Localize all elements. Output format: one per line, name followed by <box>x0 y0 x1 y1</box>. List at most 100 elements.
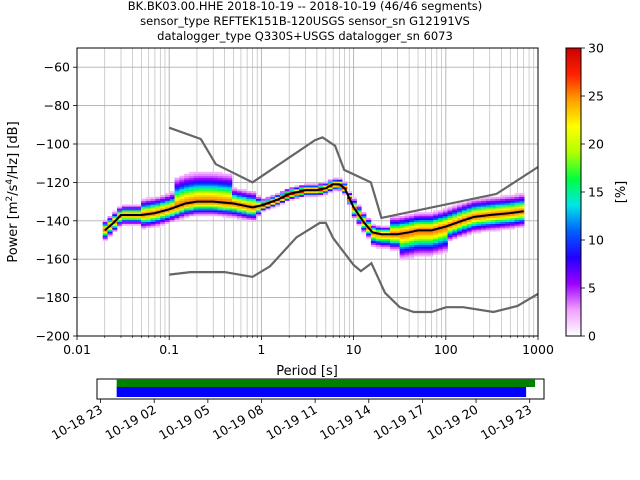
heatmap-cell <box>509 196 515 199</box>
heatmap-cell <box>471 212 477 215</box>
heatmap-cell <box>184 216 190 219</box>
heatmap-cell <box>390 239 396 242</box>
heatmap-cell <box>121 206 127 209</box>
heatmap-cell <box>452 208 458 211</box>
heatmap-cell <box>174 200 180 203</box>
heatmap-cell <box>121 204 127 207</box>
heatmap-cell <box>217 177 223 180</box>
heatmap-cell <box>179 212 185 215</box>
heatmap-cell <box>212 196 218 199</box>
heatmap-cell <box>150 202 156 205</box>
heatmap-cell <box>232 208 238 211</box>
x-tick-label: 100 <box>434 342 458 357</box>
heatmap-cell <box>423 248 429 251</box>
heatmap-cell <box>481 223 487 226</box>
heatmap-cell <box>414 219 420 222</box>
heatmap-cell <box>481 229 487 232</box>
heatmap-cell <box>409 240 415 244</box>
heatmap-cell <box>227 194 233 197</box>
heatmap-cell <box>217 175 223 178</box>
heatmap-cell <box>466 212 472 215</box>
heatmap-cell <box>174 208 180 211</box>
heatmap-cell <box>466 227 472 230</box>
heatmap-cell <box>452 225 458 228</box>
heatmap-cell <box>212 214 218 217</box>
heatmap-cell <box>471 219 477 222</box>
heatmap-cell <box>461 225 467 228</box>
heatmap-cell <box>303 187 309 190</box>
heatmap-cell <box>145 217 151 221</box>
heatmap-cell <box>485 204 491 207</box>
heatmap-cell <box>126 208 132 211</box>
heatmap-cell <box>505 214 511 217</box>
heatmap-cell <box>519 216 525 219</box>
heatmap-cell <box>255 210 262 213</box>
heatmap-cell <box>409 221 415 224</box>
heatmap-cell <box>418 237 424 240</box>
heatmap-cell <box>222 204 228 207</box>
heatmap-cell <box>404 239 410 242</box>
heatmap-cell <box>160 223 166 226</box>
heatmap-cell <box>433 235 439 238</box>
heatmap-cell <box>246 216 252 219</box>
heatmap-cell <box>265 208 271 211</box>
heatmap-cell <box>476 231 482 234</box>
heatmap-cell <box>150 210 156 213</box>
heatmap-cell <box>241 189 247 192</box>
heatmap-cell <box>217 212 223 215</box>
heatmap-cell <box>289 191 295 194</box>
heatmap-cell <box>442 237 448 240</box>
heatmap-cell <box>500 206 506 209</box>
heatmap-cell <box>232 196 238 199</box>
heatmap-cell <box>366 231 372 234</box>
heatmap-cell <box>193 202 199 205</box>
heatmap-cell <box>399 237 405 240</box>
heatmap-cell <box>208 202 214 205</box>
heatmap-cell <box>241 202 247 205</box>
heatmap-cell <box>514 194 520 197</box>
heatmap-cell <box>160 221 166 224</box>
heatmap-cell <box>251 192 257 196</box>
coverage-bar-green <box>116 379 536 387</box>
heatmap-cell <box>437 231 444 234</box>
heatmap-cell <box>433 223 439 226</box>
heatmap-cell <box>514 202 520 205</box>
heatmap-cell <box>270 206 276 209</box>
heatmap-cell <box>476 198 482 201</box>
heatmap-cell <box>495 221 501 224</box>
heatmap-cell <box>184 198 190 201</box>
heatmap-cell <box>227 198 233 201</box>
heatmap-cell <box>442 210 448 213</box>
heatmap-cell <box>428 233 434 236</box>
heatmap-cell <box>342 191 348 194</box>
heatmap-cell <box>437 223 444 226</box>
heatmap-cell <box>188 177 195 180</box>
heatmap-cell <box>164 202 171 205</box>
heatmap-cell <box>222 179 228 182</box>
heatmap-cell <box>136 219 142 222</box>
heatmap-cell <box>241 200 247 203</box>
heatmap-cell <box>169 196 175 199</box>
heatmap-cell <box>452 235 458 238</box>
heatmap-cell <box>399 235 405 238</box>
heatmap-cell <box>184 206 190 209</box>
heatmap-cell <box>102 231 108 234</box>
heatmap-cell <box>169 198 175 201</box>
heatmap-cell <box>327 187 333 190</box>
heatmap-cell <box>428 231 434 234</box>
heatmap-cell <box>471 214 477 217</box>
heatmap-cell <box>227 183 233 186</box>
heatmap-cell <box>390 225 396 228</box>
heatmap-cell <box>323 183 329 186</box>
heatmap-cell <box>136 204 142 207</box>
heatmap-cell <box>198 204 204 207</box>
heatmap-cell <box>351 212 357 215</box>
heatmap-cell <box>227 175 233 178</box>
heatmap-cell <box>136 206 142 209</box>
heatmap-cell <box>433 240 439 244</box>
heatmap-cell <box>279 198 286 201</box>
heatmap-cell <box>198 185 204 188</box>
heatmap-cell <box>447 212 453 215</box>
heatmap-cell <box>399 229 405 232</box>
heatmap-cell <box>370 235 376 238</box>
